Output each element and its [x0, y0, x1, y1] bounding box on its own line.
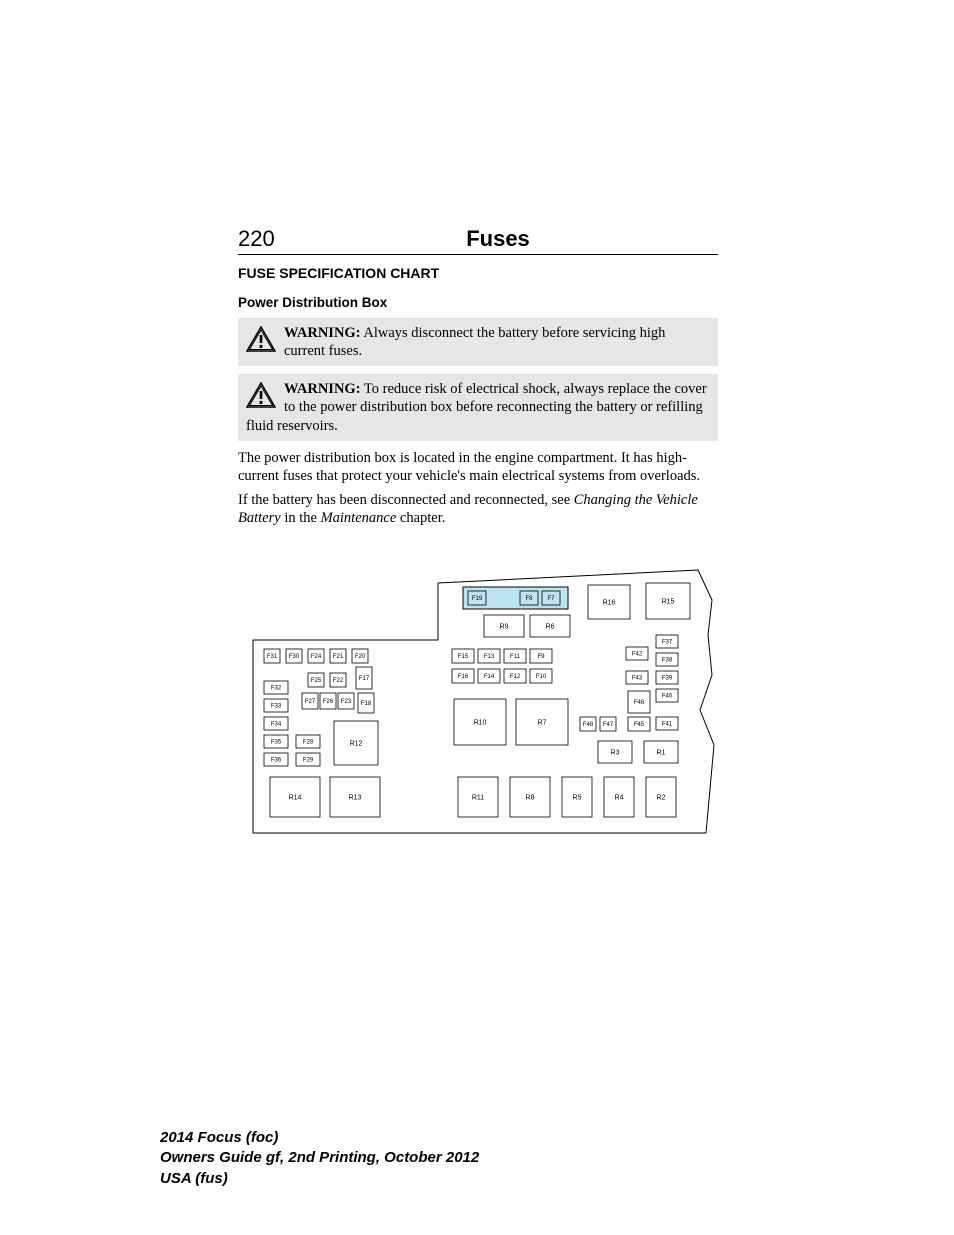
warning-box-2: WARNING: To reduce risk of electrical sh…	[238, 374, 718, 440]
svg-text:R11: R11	[472, 794, 484, 801]
svg-text:F19: F19	[472, 596, 483, 602]
page-title: Fuses	[278, 226, 718, 252]
svg-text:F24: F24	[311, 654, 322, 660]
footer-line-1: 2014 Focus (foc)	[160, 1128, 479, 1148]
svg-text:F26: F26	[323, 699, 334, 705]
svg-text:F48: F48	[583, 722, 594, 728]
svg-text:F28: F28	[303, 740, 314, 746]
svg-text:R6: R6	[546, 623, 555, 630]
svg-text:F43: F43	[632, 676, 643, 682]
footer-bold: 2014 Focus	[160, 1129, 246, 1146]
svg-text:R7: R7	[538, 719, 547, 726]
warning-icon	[246, 382, 276, 408]
svg-text:F35: F35	[271, 740, 282, 746]
svg-text:F9: F9	[537, 654, 545, 660]
svg-text:F45: F45	[634, 722, 645, 728]
svg-text:F8: F8	[525, 596, 533, 602]
svg-text:F18: F18	[361, 701, 372, 707]
svg-text:F11: F11	[510, 654, 521, 660]
svg-text:F39: F39	[662, 676, 673, 682]
svg-text:F33: F33	[271, 704, 282, 710]
svg-text:F38: F38	[662, 658, 673, 664]
text-run: If the battery has been disconnected and…	[238, 492, 574, 508]
svg-text:R15: R15	[662, 598, 675, 605]
svg-text:F37: F37	[662, 640, 673, 646]
svg-text:F16: F16	[458, 674, 469, 680]
svg-text:F17: F17	[359, 676, 370, 682]
footer-line-3: USA (fus)	[160, 1169, 479, 1189]
svg-text:F27: F27	[305, 699, 316, 705]
svg-text:R10: R10	[474, 719, 487, 726]
svg-text:F13: F13	[484, 654, 495, 660]
text-run: chapter.	[396, 510, 445, 526]
svg-text:F15: F15	[458, 654, 469, 660]
body-paragraph-1: The power distribution box is located in…	[238, 449, 718, 485]
svg-text:F32: F32	[271, 686, 282, 692]
svg-text:R4: R4	[615, 794, 624, 801]
svg-text:F46: F46	[634, 700, 645, 706]
fuse-diagram: F19 F8 F7 R16 R15 R9 R6 F31 F30 F24 F21 F20 F25 F22 F1…	[238, 545, 718, 865]
svg-text:F31: F31	[267, 654, 278, 660]
footer-italic: (fus)	[195, 1170, 228, 1187]
warning-icon	[246, 326, 276, 352]
svg-text:F29: F29	[303, 758, 314, 764]
text-run: in the	[281, 510, 321, 526]
sub-heading: Power Distribution Box	[238, 295, 718, 310]
svg-text:F23: F23	[341, 699, 352, 705]
svg-text:F22: F22	[333, 678, 344, 684]
svg-text:R3: R3	[611, 749, 620, 756]
body-paragraph-2: If the battery has been disconnected and…	[238, 491, 718, 527]
svg-text:F12: F12	[510, 674, 521, 680]
text-italic: Maintenance	[321, 510, 397, 526]
svg-text:F7: F7	[547, 596, 555, 602]
warning-label: WARNING:	[284, 381, 361, 397]
svg-text:F30: F30	[289, 654, 300, 660]
svg-text:F41: F41	[662, 722, 673, 728]
svg-text:R13: R13	[349, 794, 362, 801]
svg-text:F42: F42	[632, 652, 643, 658]
svg-text:F25: F25	[311, 678, 322, 684]
svg-text:R5: R5	[573, 794, 582, 801]
svg-text:R8: R8	[526, 794, 535, 801]
svg-text:R2: R2	[657, 794, 666, 801]
svg-text:R12: R12	[350, 740, 363, 747]
warning-text-1: WARNING: Always disconnect the battery b…	[284, 324, 710, 360]
svg-text:F34: F34	[271, 722, 282, 728]
svg-text:F10: F10	[536, 674, 547, 680]
svg-text:F36: F36	[271, 758, 282, 764]
svg-text:F20: F20	[355, 654, 366, 660]
footer-italic: (foc)	[246, 1129, 279, 1146]
page-footer: 2014 Focus (foc) Owners Guide gf, 2nd Pr…	[160, 1128, 479, 1189]
warning-box-1: WARNING: Always disconnect the battery b…	[238, 318, 718, 366]
section-heading: FUSE SPECIFICATION CHART	[238, 265, 718, 281]
page-content: 220 Fuses FUSE SPECIFICATION CHART Power…	[238, 226, 718, 865]
svg-text:F40: F40	[662, 694, 673, 700]
svg-text:R14: R14	[289, 794, 302, 801]
page-header: 220 Fuses	[238, 226, 718, 255]
footer-line-2: Owners Guide gf, 2nd Printing, October 2…	[160, 1148, 479, 1168]
svg-text:R1: R1	[657, 749, 666, 756]
footer-bold: USA	[160, 1170, 195, 1187]
svg-text:R16: R16	[603, 599, 616, 606]
warning-label: WARNING:	[284, 325, 361, 341]
svg-text:F47: F47	[603, 722, 614, 728]
svg-text:F21: F21	[333, 654, 344, 660]
svg-text:F14: F14	[484, 674, 495, 680]
svg-text:R9: R9	[500, 623, 509, 630]
